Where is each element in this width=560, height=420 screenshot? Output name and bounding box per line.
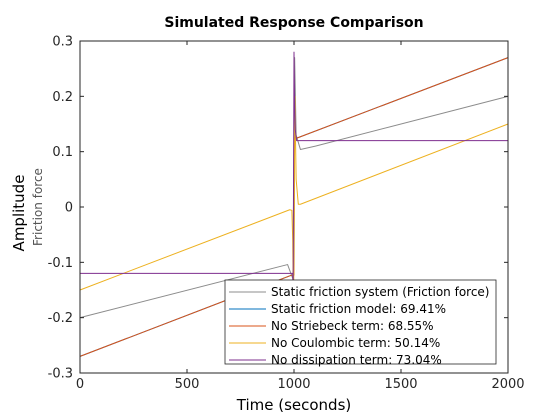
legend-label-2: Static friction model: 69.41% (271, 302, 446, 316)
legend-label-3: No Striebeck term: 68.55% (271, 319, 434, 333)
legend-label-5: No dissipation term: 73.04% (271, 353, 442, 367)
y-tick-label: 0.3 (52, 35, 73, 50)
legend: Static friction system (Friction force) S… (224, 279, 497, 367)
y-tick-label: -0.2 (48, 311, 73, 326)
y-axis-label: Amplitude (10, 175, 28, 252)
x-tick-label: 0 (76, 377, 84, 392)
x-tick-label: 1000 (277, 377, 310, 392)
legend-label-1: Static friction system (Friction force) (271, 285, 490, 299)
series-line-5 (80, 51, 508, 291)
x-axis-label: Time (seconds) (236, 396, 352, 414)
y-tick-label: 0.1 (52, 145, 73, 160)
chart-title: Simulated Response Comparison (164, 15, 423, 31)
y-tick-label: 0 (65, 201, 73, 216)
x-tick-label: 1500 (384, 377, 417, 392)
legend-label-4: No Coulombic term: 50.14% (271, 336, 440, 350)
y-tick-label: 0.2 (52, 90, 73, 105)
tick-layer: 0 500 1000 1500 2000 -0.3 -0.2 -0.1 0 0.1 0.2 0.3 (48, 35, 525, 393)
y-axis-sublabel: Friction force (31, 168, 45, 246)
x-tick-label: 2000 (491, 377, 524, 392)
y-tick-label: -0.3 (48, 367, 73, 382)
series-line-1 (79, 57, 509, 319)
y-tick-label: -0.1 (48, 256, 73, 271)
x-tick-label: 500 (175, 377, 200, 392)
legend-box (224, 279, 497, 365)
series-line-4 (79, 95, 509, 319)
